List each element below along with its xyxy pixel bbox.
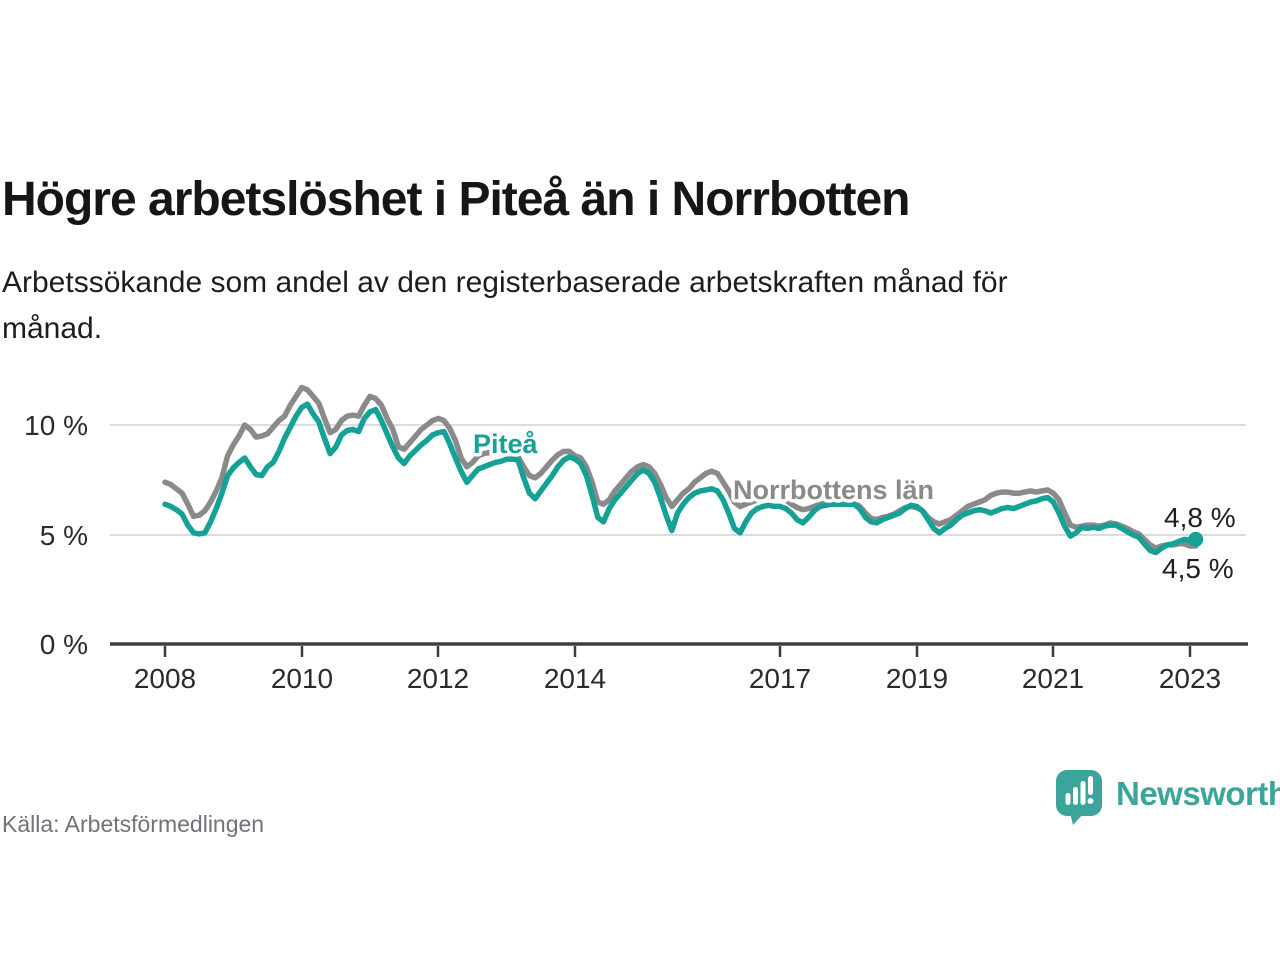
x-tick-label-2012: 2012 xyxy=(407,663,469,694)
newsworthy-logo: Newsworthy xyxy=(1054,768,1280,828)
page-subtitle: Arbetssökande som andel av den registerb… xyxy=(2,266,1008,345)
x-tick-label-2021: 2021 xyxy=(1022,663,1084,694)
series-label-pitea: Piteå xyxy=(473,429,539,459)
page-title: Högre arbetslöshet i Piteå än i Norrbott… xyxy=(2,173,911,227)
x-tick-label-2010: 2010 xyxy=(271,663,333,694)
series-line-pitea xyxy=(162,401,1199,556)
x-tick-label-2014: 2014 xyxy=(544,663,606,694)
end-dot xyxy=(1188,531,1204,547)
x-tick-label-2017: 2017 xyxy=(749,663,811,694)
logo-wordmark: Newsworthy xyxy=(1116,775,1280,812)
y-tick-label-5: 5 % xyxy=(40,520,88,551)
x-tick-label-2019: 2019 xyxy=(886,663,948,694)
unemployment-line-chart: 10 % 5 % 0 % 2008 2010 2012 2014 2017 20… xyxy=(24,384,1248,694)
x-tick-label-2023: 2023 xyxy=(1159,663,1221,694)
series-line-norrbotten xyxy=(162,384,1199,551)
source-text: Källa: Arbetsförmedlingen xyxy=(2,811,265,837)
series-label-norrbotten: Norrbottens län xyxy=(733,475,934,505)
end-label-pitea: 4,8 % xyxy=(1164,502,1236,533)
logo-bubble-icon xyxy=(1056,770,1102,825)
x-tick-label-2008: 2008 xyxy=(134,663,196,694)
y-tick-label-0: 0 % xyxy=(40,629,88,660)
y-tick-label-10: 10 % xyxy=(24,410,88,441)
end-label-norrbotten: 4,5 % xyxy=(1162,553,1234,584)
